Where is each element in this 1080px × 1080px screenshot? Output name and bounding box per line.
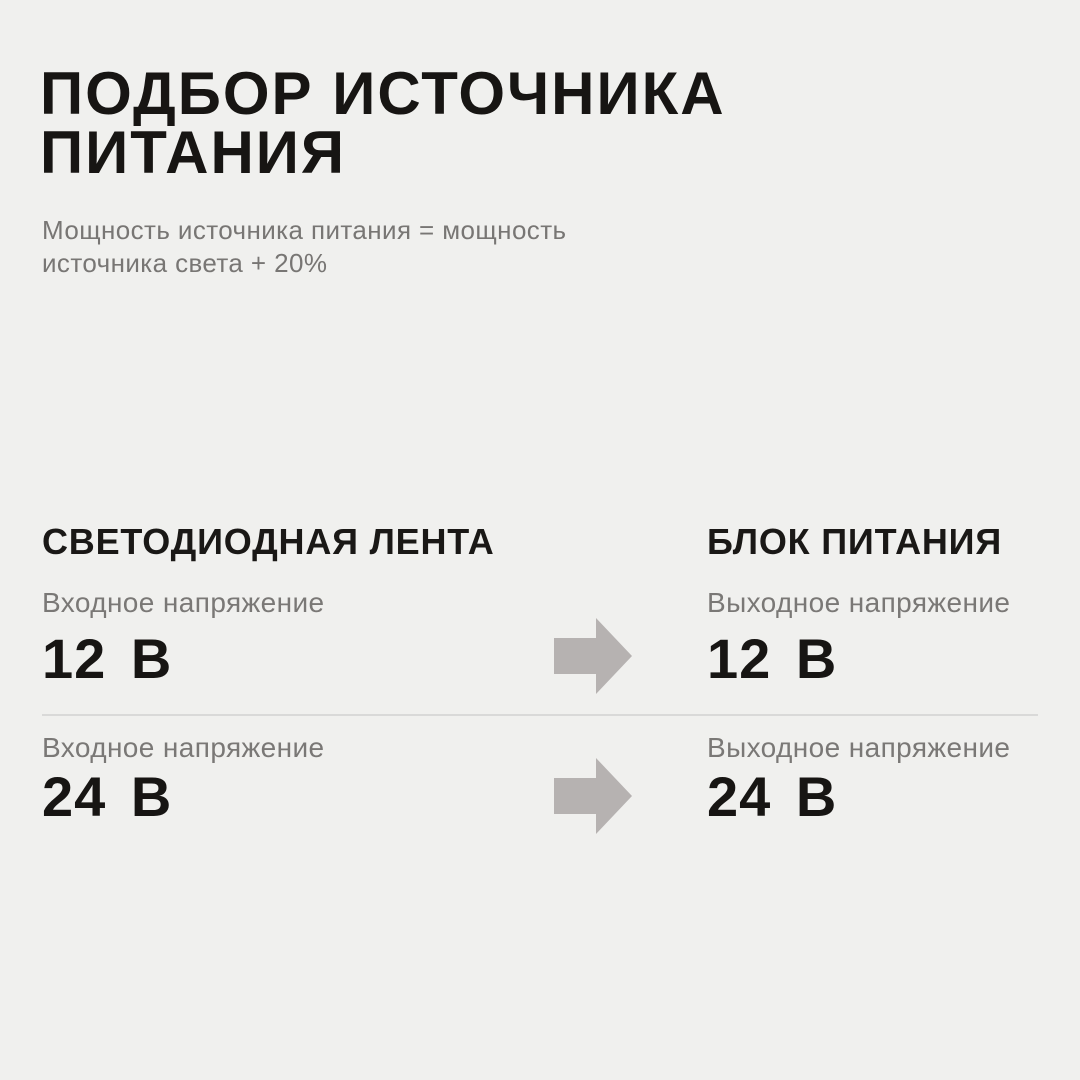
arrow-right-icon	[554, 758, 632, 834]
page-title-line1: ПОДБОР ИСТОЧНИКА	[40, 60, 726, 127]
right-column-header: БЛОК ПИТАНИЯ	[707, 521, 1003, 562]
row1-right-label: Выходное напряжение	[707, 587, 1011, 618]
row2-right-label: Выходное напряжение	[707, 732, 1011, 763]
page-title-line2: ПИТАНИЯ	[40, 119, 347, 186]
page-subtitle-line2: источника света + 20%	[42, 248, 328, 278]
row1-right-value: 12 В	[707, 627, 838, 690]
row2-left-value: 24 В	[42, 765, 173, 828]
page-subtitle-line1: Мощность источника питания = мощность	[42, 215, 567, 245]
row1-left-label: Входное напряжение	[42, 587, 325, 618]
page-subtitle: Мощность источника питания = мощность ис…	[42, 214, 566, 280]
row2-right-value: 24 В	[707, 765, 838, 828]
page-title: ПОДБОР ИСТОЧНИКА ПИТАНИЯ	[40, 60, 726, 186]
row1-left-value: 12 В	[42, 627, 173, 690]
arrow-right-icon	[554, 618, 632, 694]
left-column-header: СВЕТОДИОДНАЯ ЛЕНТА	[42, 521, 495, 562]
row-divider	[42, 714, 1038, 716]
row2-left-label: Входное напряжение	[42, 732, 325, 763]
